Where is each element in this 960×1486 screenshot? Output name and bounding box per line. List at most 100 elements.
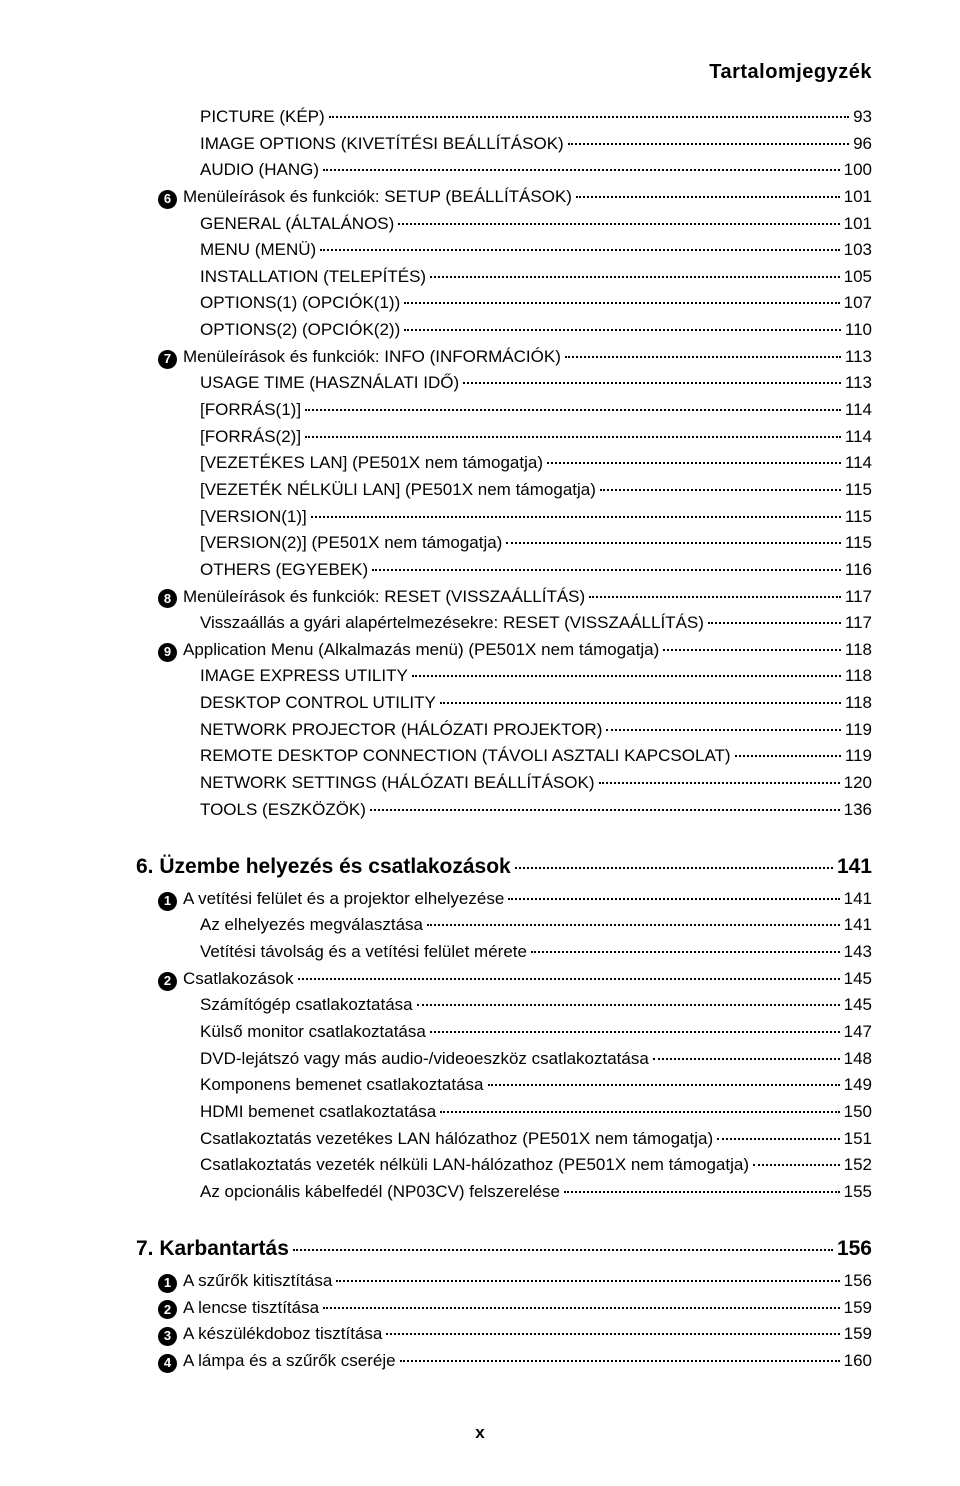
toc-line: 2Csatlakozások145 bbox=[88, 967, 872, 992]
toc-line: [VERSION(1)]115 bbox=[88, 505, 872, 530]
toc-line: 3A készülékdoboz tisztítása159 bbox=[88, 1322, 872, 1347]
toc-page-number: 159 bbox=[844, 1296, 872, 1321]
toc-leader-dots bbox=[430, 276, 840, 278]
toc-label-text: OPTIONS(2) (OPCIÓK(2)) bbox=[200, 320, 400, 339]
toc-page-number: 148 bbox=[844, 1047, 872, 1072]
toc-page-number: 141 bbox=[844, 887, 872, 912]
toc-page-number: 114 bbox=[845, 425, 872, 450]
toc-line: AUDIO (HANG)100 bbox=[88, 158, 872, 183]
toc-label-text: MENU (MENÜ) bbox=[200, 240, 316, 259]
toc-label: DVD-lejátszó vagy más audio-/videoeszköz… bbox=[200, 1047, 649, 1072]
toc-leader-dots bbox=[320, 249, 839, 251]
toc-label: Külső monitor csatlakoztatása bbox=[200, 1020, 426, 1045]
toc-label: Visszaállás a gyári alapértelmezésekre: … bbox=[200, 611, 704, 636]
toc-label-text: Vetítési távolság és a vetítési felület … bbox=[200, 942, 527, 961]
toc-label: [FORRÁS(2)] bbox=[200, 425, 301, 450]
toc-label: Csatlakoztatás vezetékes LAN hálózathoz … bbox=[200, 1127, 713, 1152]
toc-line: 8Menüleírások és funkciók: RESET (VISSZA… bbox=[88, 585, 872, 610]
toc-label-text: TOOLS (ESZKÖZÖK) bbox=[200, 800, 366, 819]
toc-label-text: Számítógép csatlakoztatása bbox=[200, 995, 413, 1014]
toc-label-text: GENERAL (ÁLTALÁNOS) bbox=[200, 214, 394, 233]
toc-label: Az elhelyezés megválasztása bbox=[200, 913, 423, 938]
toc-label: 9 Application Menu (Alkalmazás menü) (PE5… bbox=[158, 638, 659, 663]
toc-page-number: 119 bbox=[845, 718, 872, 743]
toc-leader-dots bbox=[717, 1138, 840, 1140]
toc-label-text: [FORRÁS(2)] bbox=[200, 427, 301, 446]
toc-label-text: A vetítési felület és a projektor elhely… bbox=[183, 889, 504, 908]
toc-line: REMOTE DESKTOP CONNECTION (TÁVOLI ASZTAL… bbox=[88, 744, 872, 769]
toc-page-number: 114 bbox=[845, 398, 872, 423]
toc-label-text: IMAGE OPTIONS (KIVETÍTÉSI BEÁLLÍTÁSOK) bbox=[200, 134, 564, 153]
toc-page-number: 145 bbox=[844, 993, 872, 1018]
toc-leader-dots bbox=[370, 809, 840, 811]
toc-label-text: OTHERS (EGYEBEK) bbox=[200, 560, 368, 579]
toc-label: NETWORK PROJECTOR (HÁLÓZATI PROJEKTOR) bbox=[200, 718, 602, 743]
toc-page-number: 101 bbox=[844, 185, 872, 210]
toc-line: [FORRÁS(2)] 114 bbox=[88, 425, 872, 450]
toc-leader-dots bbox=[398, 223, 839, 225]
toc-page-number: 141 bbox=[844, 913, 872, 938]
toc-label: 7. Karbantartás bbox=[136, 1234, 289, 1264]
toc-label: [VEZETÉKES LAN] (PE501X nem támogatja) bbox=[200, 451, 543, 476]
toc-label-text: INSTALLATION (TELEPÍTÉS) bbox=[200, 267, 426, 286]
toc-line: [VEZETÉK NÉLKÜLI LAN] (PE501X nem támoga… bbox=[88, 478, 872, 503]
toc-label-text: USAGE TIME (HASZNÁLATI IDŐ) bbox=[200, 373, 459, 392]
toc-label: [VERSION(2)] (PE501X nem támogatja) bbox=[200, 531, 502, 556]
toc-line: USAGE TIME (HASZNÁLATI IDŐ)113 bbox=[88, 371, 872, 396]
toc-leader-dots bbox=[412, 675, 841, 677]
toc-label-text: PICTURE (KÉP) bbox=[200, 107, 325, 126]
toc-label-text: Csatlakoztatás vezetékes LAN hálózathoz … bbox=[200, 1129, 713, 1148]
toc-label-text: Menüleírások és funkciók: INFO (INFORMÁC… bbox=[183, 347, 561, 366]
toc-line: 2A lencse tisztítása159 bbox=[88, 1296, 872, 1321]
toc-label-text: NETWORK PROJECTOR (HÁLÓZATI PROJEKTOR) bbox=[200, 720, 602, 739]
toc-label-text: IMAGE EXPRESS UTILITY bbox=[200, 666, 408, 685]
toc-leader-dots bbox=[305, 409, 841, 411]
toc-line: Az opcionális kábelfedél (NP03CV) felsze… bbox=[88, 1180, 872, 1205]
toc-label-text: HDMI bemenet csatlakoztatása bbox=[200, 1102, 436, 1121]
numbered-bullet-icon: 1 bbox=[158, 892, 177, 911]
toc-page-number: 93 bbox=[853, 105, 872, 130]
toc-label: OPTIONS(1) (OPCIÓK(1)) bbox=[200, 291, 400, 316]
toc-page-number: 152 bbox=[844, 1153, 872, 1178]
toc-page-number: 143 bbox=[844, 940, 872, 965]
toc-label: REMOTE DESKTOP CONNECTION (TÁVOLI ASZTAL… bbox=[200, 744, 731, 769]
toc-leader-dots bbox=[440, 702, 841, 704]
toc-leader-dots bbox=[329, 116, 849, 118]
toc-page-number: 107 bbox=[844, 291, 872, 316]
toc-line: Visszaállás a gyári alapértelmezésekre: … bbox=[88, 611, 872, 636]
toc-chapter-line: 6. Üzembe helyezés és csatlakozások141 bbox=[88, 852, 872, 882]
toc-page-number: 120 bbox=[844, 771, 872, 796]
toc-label: GENERAL (ÁLTALÁNOS) bbox=[200, 212, 394, 237]
toc-line: [FORRÁS(1)] 114 bbox=[88, 398, 872, 423]
toc-line: NETWORK SETTINGS (HÁLÓZATI BEÁLLÍTÁSOK)1… bbox=[88, 771, 872, 796]
numbered-bullet-icon: 9 bbox=[158, 643, 177, 662]
toc-label: [VEZETÉK NÉLKÜLI LAN] (PE501X nem támoga… bbox=[200, 478, 596, 503]
toc-leader-dots bbox=[311, 516, 841, 518]
toc-page-number: 141 bbox=[837, 852, 872, 882]
toc-page-number: 113 bbox=[845, 345, 872, 370]
toc-label: [VERSION(1)] bbox=[200, 505, 307, 530]
toc-leader-dots bbox=[404, 329, 841, 331]
toc-leader-dots bbox=[463, 382, 841, 384]
toc-line: Külső monitor csatlakoztatása147 bbox=[88, 1020, 872, 1045]
toc-leader-dots bbox=[440, 1111, 839, 1113]
toc-line: TOOLS (ESZKÖZÖK)136 bbox=[88, 798, 872, 823]
toc-label-text: [FORRÁS(1)] bbox=[200, 400, 301, 419]
toc-line: Számítógép csatlakoztatása 145 bbox=[88, 993, 872, 1018]
toc-line: MENU (MENÜ)103 bbox=[88, 238, 872, 263]
toc-leader-dots bbox=[305, 436, 841, 438]
toc-label-text: A készülékdoboz tisztítása bbox=[183, 1324, 382, 1343]
toc-line: 9 Application Menu (Alkalmazás menü) (PE5… bbox=[88, 638, 872, 663]
toc-leader-dots bbox=[372, 569, 841, 571]
toc-line: GENERAL (ÁLTALÁNOS)101 bbox=[88, 212, 872, 237]
toc-page-number: 155 bbox=[844, 1180, 872, 1205]
numbered-bullet-icon: 2 bbox=[158, 972, 177, 991]
toc-leader-dots bbox=[531, 951, 840, 953]
toc-label: USAGE TIME (HASZNÁLATI IDŐ) bbox=[200, 371, 459, 396]
toc-line: OPTIONS(1) (OPCIÓK(1)) 107 bbox=[88, 291, 872, 316]
toc-label-text: Application Menu (Alkalmazás menü) (PE50… bbox=[183, 640, 659, 659]
toc-leader-dots bbox=[663, 649, 841, 651]
toc-label-text: OPTIONS(1) (OPCIÓK(1)) bbox=[200, 293, 400, 312]
numbered-bullet-icon: 6 bbox=[158, 190, 177, 209]
toc-label-text: DESKTOP CONTROL UTILITY bbox=[200, 693, 436, 712]
